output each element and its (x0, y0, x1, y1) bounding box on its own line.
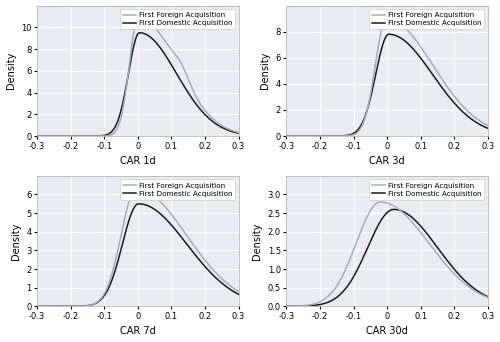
Y-axis label: Density: Density (260, 52, 270, 90)
First Foreign Acquisition (123, 89, 129, 93)
First Foreign Acquisition (284, 134, 290, 138)
Y-axis label: Density: Density (10, 222, 20, 260)
First Domestic Acquisition (485, 126, 491, 130)
First Domestic Acquisition (386, 32, 392, 36)
First Domestic Acquisition (372, 75, 378, 79)
First Foreign Acquisition (422, 51, 428, 55)
First Foreign Acquisition (284, 304, 290, 308)
First Domestic Acquisition (136, 202, 141, 206)
First Foreign Acquisition (192, 244, 198, 248)
First Foreign Acquisition (116, 123, 121, 128)
First Domestic Acquisition (172, 70, 178, 74)
Line: First Foreign Acquisition: First Foreign Acquisition (286, 18, 488, 136)
First Foreign Acquisition (485, 123, 491, 128)
First Foreign Acquisition (304, 303, 310, 307)
First Domestic Acquisition (195, 105, 201, 109)
First Domestic Acquisition (116, 256, 121, 261)
First Domestic Acquisition (236, 292, 242, 296)
First Foreign Acquisition (116, 245, 121, 249)
First Foreign Acquisition (236, 130, 242, 134)
First Foreign Acquisition (192, 91, 198, 95)
Line: First Domestic Acquisition: First Domestic Acquisition (37, 33, 238, 136)
First Domestic Acquisition (440, 254, 446, 258)
Legend: First Foreign Acquisition, First Domestic Acquisition: First Foreign Acquisition, First Domesti… (369, 9, 484, 29)
First Domestic Acquisition (236, 131, 242, 135)
First Domestic Acquisition (304, 304, 310, 308)
First Domestic Acquisition (422, 62, 428, 66)
First Domestic Acquisition (34, 134, 40, 138)
First Domestic Acquisition (444, 93, 450, 97)
Legend: First Foreign Acquisition, First Domestic Acquisition: First Foreign Acquisition, First Domesti… (120, 9, 235, 29)
First Foreign Acquisition (444, 264, 450, 268)
First Foreign Acquisition (485, 295, 491, 300)
First Foreign Acquisition (378, 200, 384, 204)
First Foreign Acquisition (365, 213, 371, 217)
First Foreign Acquisition (172, 53, 178, 57)
X-axis label: CAR 3d: CAR 3d (370, 156, 405, 166)
First Foreign Acquisition (195, 249, 201, 253)
First Domestic Acquisition (123, 229, 129, 233)
Line: First Domestic Acquisition: First Domestic Acquisition (286, 34, 488, 136)
First Foreign Acquisition (440, 260, 446, 264)
First Domestic Acquisition (54, 304, 60, 308)
First Domestic Acquisition (304, 134, 310, 138)
Line: First Foreign Acquisition: First Foreign Acquisition (37, 16, 238, 136)
First Domestic Acquisition (422, 229, 428, 233)
First Domestic Acquisition (284, 134, 290, 138)
X-axis label: CAR 30d: CAR 30d (366, 327, 408, 337)
First Foreign Acquisition (372, 64, 378, 68)
First Foreign Acquisition (444, 85, 450, 89)
First Foreign Acquisition (440, 80, 446, 84)
Y-axis label: Density: Density (252, 222, 262, 260)
First Foreign Acquisition (54, 134, 60, 138)
X-axis label: CAR 1d: CAR 1d (120, 156, 156, 166)
First Domestic Acquisition (440, 88, 446, 92)
First Domestic Acquisition (372, 229, 378, 233)
First Foreign Acquisition (34, 134, 40, 138)
First Foreign Acquisition (172, 218, 178, 222)
First Foreign Acquisition (34, 304, 40, 308)
First Domestic Acquisition (444, 259, 450, 263)
First Domestic Acquisition (192, 100, 198, 104)
Legend: First Foreign Acquisition, First Domestic Acquisition: First Foreign Acquisition, First Domesti… (120, 180, 235, 200)
Line: First Foreign Acquisition: First Foreign Acquisition (37, 189, 238, 306)
Y-axis label: Density: Density (6, 52, 16, 90)
First Foreign Acquisition (372, 202, 378, 207)
First Domestic Acquisition (116, 117, 121, 121)
Legend: First Foreign Acquisition, First Domestic Acquisition: First Foreign Acquisition, First Domesti… (369, 180, 484, 200)
First Domestic Acquisition (34, 304, 40, 308)
First Foreign Acquisition (236, 289, 242, 293)
First Domestic Acquisition (54, 134, 60, 138)
Line: First Domestic Acquisition: First Domestic Acquisition (286, 209, 488, 306)
First Foreign Acquisition (123, 211, 129, 215)
First Foreign Acquisition (54, 304, 60, 308)
First Foreign Acquisition (136, 14, 141, 18)
First Domestic Acquisition (284, 304, 290, 308)
X-axis label: CAR 7d: CAR 7d (120, 327, 156, 337)
First Foreign Acquisition (422, 236, 428, 240)
First Domestic Acquisition (192, 252, 198, 256)
First Domestic Acquisition (123, 86, 129, 90)
First Foreign Acquisition (365, 105, 371, 109)
First Domestic Acquisition (365, 106, 371, 110)
First Domestic Acquisition (391, 207, 397, 211)
First Foreign Acquisition (195, 98, 201, 102)
First Domestic Acquisition (136, 31, 142, 35)
First Foreign Acquisition (133, 187, 139, 191)
First Foreign Acquisition (304, 134, 310, 138)
Line: First Foreign Acquisition: First Foreign Acquisition (286, 202, 488, 306)
First Domestic Acquisition (172, 228, 178, 232)
First Domestic Acquisition (195, 256, 201, 260)
First Domestic Acquisition (365, 245, 371, 249)
First Domestic Acquisition (485, 295, 491, 299)
First Foreign Acquisition (384, 16, 390, 21)
Line: First Domestic Acquisition: First Domestic Acquisition (37, 204, 238, 306)
